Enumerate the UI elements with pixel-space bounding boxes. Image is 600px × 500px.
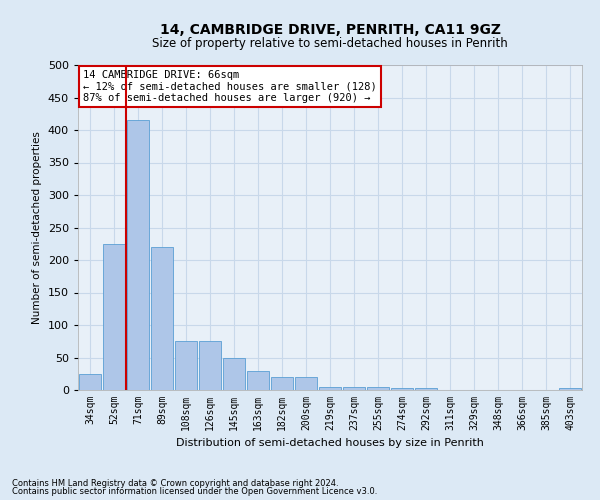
Bar bbox=[103, 244, 125, 390]
Bar bbox=[319, 387, 341, 390]
Bar bbox=[151, 247, 173, 390]
Bar bbox=[127, 120, 149, 390]
Bar bbox=[271, 377, 293, 390]
Bar bbox=[391, 388, 413, 390]
Bar bbox=[223, 358, 245, 390]
Text: Size of property relative to semi-detached houses in Penrith: Size of property relative to semi-detach… bbox=[152, 38, 508, 51]
Y-axis label: Number of semi-detached properties: Number of semi-detached properties bbox=[32, 131, 42, 324]
Text: Contains HM Land Registry data © Crown copyright and database right 2024.: Contains HM Land Registry data © Crown c… bbox=[12, 478, 338, 488]
Bar bbox=[415, 388, 437, 390]
Text: 14 CAMBRIDGE DRIVE: 66sqm
← 12% of semi-detached houses are smaller (128)
87% of: 14 CAMBRIDGE DRIVE: 66sqm ← 12% of semi-… bbox=[83, 70, 377, 103]
Bar bbox=[295, 377, 317, 390]
Bar bbox=[199, 341, 221, 390]
Bar bbox=[175, 341, 197, 390]
Bar bbox=[79, 374, 101, 390]
Bar bbox=[247, 370, 269, 390]
Text: 14, CAMBRIDGE DRIVE, PENRITH, CA11 9GZ: 14, CAMBRIDGE DRIVE, PENRITH, CA11 9GZ bbox=[160, 22, 500, 36]
Bar bbox=[367, 387, 389, 390]
Text: Contains public sector information licensed under the Open Government Licence v3: Contains public sector information licen… bbox=[12, 487, 377, 496]
Bar bbox=[559, 388, 581, 390]
X-axis label: Distribution of semi-detached houses by size in Penrith: Distribution of semi-detached houses by … bbox=[176, 438, 484, 448]
Bar bbox=[343, 387, 365, 390]
